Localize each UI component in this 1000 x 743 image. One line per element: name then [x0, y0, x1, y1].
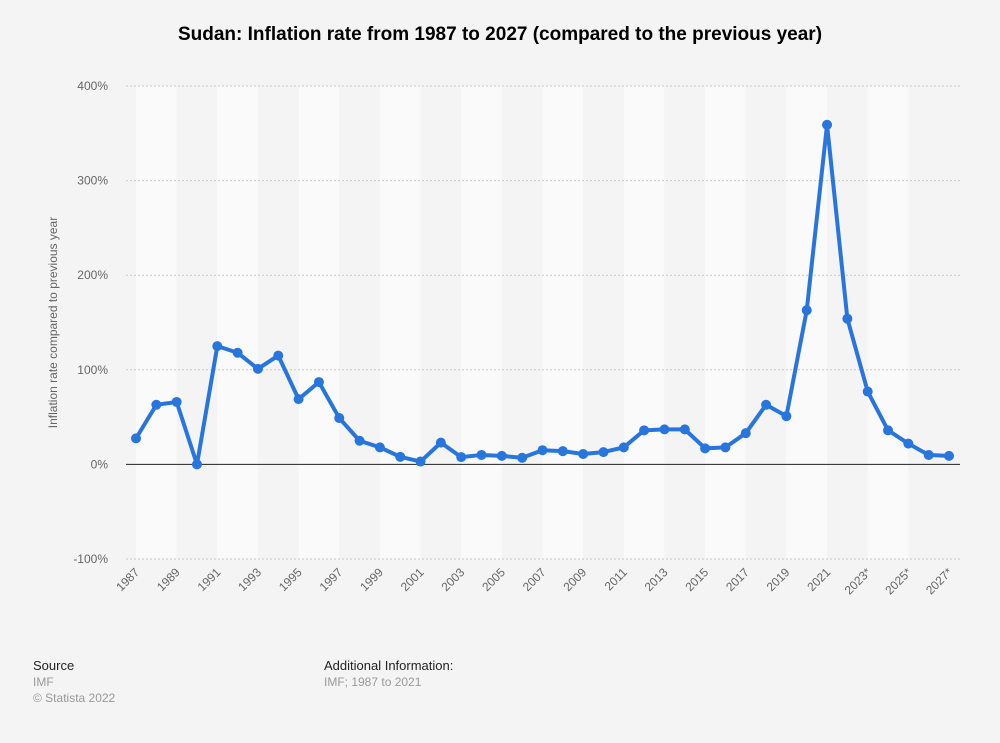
band — [664, 86, 706, 559]
data-point — [252, 363, 263, 374]
band — [136, 86, 177, 559]
y-tick-label: 200% — [77, 268, 108, 282]
x-tick-label: 2009 — [560, 565, 589, 594]
data-point — [415, 456, 426, 467]
data-point — [659, 424, 670, 435]
band — [501, 86, 543, 559]
y-axis-label: Inflation rate compared to previous year — [46, 217, 60, 428]
source-value: IMF — [33, 675, 54, 689]
band — [786, 86, 828, 559]
y-tick-label: 100% — [77, 363, 108, 377]
data-point — [639, 425, 650, 436]
band — [908, 86, 949, 559]
data-point — [720, 442, 731, 453]
x-tick-label: 2015 — [682, 565, 711, 594]
band — [176, 86, 218, 559]
data-point — [842, 313, 853, 324]
additional-info-label: Additional Information: — [324, 658, 454, 673]
data-point — [354, 435, 365, 446]
data-point — [944, 450, 954, 461]
x-tick-label: 1989 — [154, 565, 183, 594]
x-tick-label: 2023* — [842, 565, 874, 597]
x-tick-label: 1993 — [235, 565, 264, 594]
data-point — [618, 442, 629, 453]
data-point — [212, 341, 223, 352]
data-point — [537, 445, 548, 456]
data-point — [334, 413, 345, 424]
band — [705, 86, 746, 559]
data-point — [456, 452, 467, 463]
data-point — [374, 442, 385, 453]
data-point — [761, 399, 772, 410]
x-tick-label: 1997 — [317, 565, 346, 594]
x-tick-label: 2017 — [723, 565, 752, 594]
band — [217, 86, 258, 559]
band — [420, 86, 462, 559]
y-tick-label: 0% — [91, 457, 109, 471]
band — [867, 86, 909, 559]
band — [298, 86, 340, 559]
additional-info-block: Additional Information: IMF; 1987 to 202… — [324, 658, 453, 690]
x-tick-label: 1995 — [276, 565, 305, 594]
data-point — [191, 459, 202, 470]
data-point — [476, 449, 487, 460]
x-tick-label: 2021 — [804, 565, 833, 594]
data-point — [679, 424, 690, 435]
band — [623, 86, 665, 559]
data-point — [578, 448, 589, 459]
band — [542, 86, 584, 559]
x-tick-label: 2007 — [520, 565, 549, 594]
data-point — [700, 443, 711, 454]
data-point — [903, 438, 914, 449]
band — [745, 86, 787, 559]
y-tick-label: 400% — [77, 79, 108, 93]
band — [339, 86, 380, 559]
data-point — [517, 452, 528, 463]
data-point — [435, 437, 446, 448]
x-tick-label: 2003 — [439, 565, 468, 594]
data-point — [923, 449, 934, 460]
data-point — [293, 394, 304, 405]
data-point — [232, 347, 243, 358]
source-block: Source IMF © Statista 2022 — [33, 658, 115, 706]
data-point — [822, 119, 833, 130]
x-tick-label: 2011 — [602, 565, 630, 593]
data-point — [496, 450, 507, 461]
data-point — [313, 377, 324, 388]
data-point — [883, 425, 894, 436]
source-label: Source — [33, 658, 75, 673]
x-tick-label: 2005 — [479, 565, 508, 594]
x-tick-label: 2025* — [882, 565, 914, 597]
y-tick-label: -100% — [73, 552, 108, 566]
data-point — [557, 446, 568, 457]
x-tick-label: 2019 — [764, 565, 793, 594]
x-tick-label: 2013 — [642, 565, 671, 594]
data-point — [395, 451, 406, 462]
data-point — [151, 399, 162, 410]
data-point — [273, 350, 284, 361]
x-tick-label: 2001 — [398, 565, 427, 594]
data-point — [598, 447, 609, 458]
data-point — [781, 411, 792, 422]
data-point — [131, 433, 141, 444]
data-point — [171, 396, 182, 407]
band — [257, 86, 299, 559]
data-point — [801, 305, 812, 316]
additional-info-value: IMF; 1987 to 2021 — [324, 675, 422, 689]
data-point — [862, 386, 873, 397]
x-tick-label: 1991 — [195, 565, 224, 594]
data-point — [740, 428, 751, 439]
y-tick-label: 300% — [77, 174, 108, 188]
band — [583, 86, 624, 559]
chart-title: Sudan: Inflation rate from 1987 to 2027 … — [177, 24, 823, 45]
x-tick-label: 2027* — [923, 565, 955, 597]
band — [379, 86, 421, 559]
line-chart: 400% 300% 200% 100% 0% -100% Inflation rate co… — [46, 79, 960, 597]
copyright: © Statista 2022 — [33, 691, 116, 705]
x-tick-label: 1999 — [357, 565, 386, 594]
x-tick-label: 1987 — [113, 565, 142, 594]
band — [461, 86, 502, 559]
